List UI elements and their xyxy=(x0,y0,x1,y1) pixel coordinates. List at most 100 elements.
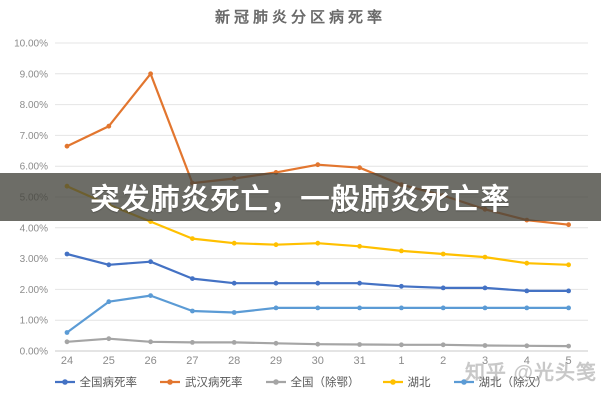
data-point-s4 xyxy=(482,305,488,311)
y-tick-label: 6.00% xyxy=(20,162,48,173)
data-point-s4 xyxy=(399,305,404,311)
legend-item-0: 全国病死率 xyxy=(54,374,138,390)
data-point-s2 xyxy=(231,340,237,345)
data-point-s2 xyxy=(524,343,530,349)
data-point-s2 xyxy=(273,340,279,346)
data-point-s4 xyxy=(273,305,279,311)
legend-marker-dot xyxy=(272,379,279,385)
y-tick-label: 8.00% xyxy=(20,100,48,111)
data-point-s0 xyxy=(231,280,237,286)
legend-label: 湖北（除汉） xyxy=(478,377,548,389)
x-tick-label: 2 xyxy=(440,355,446,367)
data-point-s2 xyxy=(106,336,112,342)
data-point-s3 xyxy=(357,243,362,249)
data-point-s0 xyxy=(64,251,70,257)
legend-marker-icon xyxy=(160,379,180,385)
data-point-s3 xyxy=(315,240,321,246)
legend-label: 全国病死率 xyxy=(79,377,138,389)
data-point-s1 xyxy=(64,143,70,149)
data-point-s4 xyxy=(106,299,112,305)
data-point-s3 xyxy=(440,251,446,257)
data-point-s0 xyxy=(399,283,404,289)
x-tick-label: 1 xyxy=(398,355,404,367)
y-tick-label: 4.00% xyxy=(20,223,48,234)
legend-marker-icon xyxy=(453,379,474,385)
data-point-s0 xyxy=(524,288,530,294)
data-point-s4 xyxy=(524,305,530,311)
legend-label: 湖北 xyxy=(407,377,431,389)
legend-item-2: 全国（除鄂） xyxy=(265,374,360,390)
y-tick-label: 0.00% xyxy=(20,347,48,358)
data-point-s1 xyxy=(148,71,154,77)
data-point-s3 xyxy=(524,260,530,266)
data-point-s1 xyxy=(566,222,571,228)
x-tick-label: 3 xyxy=(482,355,488,367)
data-point-s2 xyxy=(64,339,70,345)
y-tick-label: 7.00% xyxy=(20,131,48,142)
data-point-s3 xyxy=(231,240,237,246)
chart-legend: 全国病死率 武汉病死率 全国（除鄂） 湖北 湖北（除汉） xyxy=(0,374,601,390)
data-point-s2 xyxy=(148,339,154,345)
data-point-s0 xyxy=(566,288,571,294)
data-point-s4 xyxy=(231,310,237,315)
data-point-s0 xyxy=(148,259,154,265)
data-point-s4 xyxy=(148,293,154,298)
x-tick-label: 29 xyxy=(270,355,282,367)
data-point-s1 xyxy=(315,162,321,168)
legend-marker-dot xyxy=(389,379,396,385)
y-tick-label: 9.00% xyxy=(20,69,48,80)
data-point-s4 xyxy=(566,305,571,311)
legend-marker-icon xyxy=(265,379,286,385)
data-point-s2 xyxy=(399,342,404,348)
data-point-s4 xyxy=(64,330,70,335)
legend-marker-dot xyxy=(61,379,68,385)
data-point-s3 xyxy=(566,262,571,268)
data-point-s3 xyxy=(190,236,195,242)
chart-title: 新冠肺炎分区病死率 xyxy=(214,9,386,26)
headline-overlay-band: 突发肺炎死亡，一般肺炎死亡率 xyxy=(0,173,601,221)
data-point-s2 xyxy=(357,342,362,347)
data-point-s0 xyxy=(482,285,488,291)
x-tick-label: 24 xyxy=(61,355,73,367)
x-tick-label: 27 xyxy=(186,355,198,367)
x-tick-label: 5 xyxy=(566,355,572,367)
x-tick-label: 31 xyxy=(353,355,365,367)
data-point-s0 xyxy=(440,285,446,291)
data-point-s0 xyxy=(357,280,362,286)
x-tick-label: 4 xyxy=(524,355,530,367)
legend-marker-dot xyxy=(460,379,467,385)
legend-item-3: 湖北 xyxy=(382,374,431,390)
headline-text: 突发肺炎死亡，一般肺炎死亡率 xyxy=(90,184,511,216)
data-point-s0 xyxy=(273,280,279,286)
data-point-s3 xyxy=(273,242,279,248)
data-point-s4 xyxy=(315,305,321,311)
legend-label: 全国（除鄂） xyxy=(290,377,360,389)
legend-marker-dot xyxy=(167,379,173,385)
data-point-s1 xyxy=(106,123,112,129)
y-tick-label: 10.00% xyxy=(14,39,48,50)
legend-label: 武汉病死率 xyxy=(185,377,243,389)
y-tick-label: 2.00% xyxy=(20,285,48,296)
legend-marker-icon xyxy=(54,379,75,385)
data-point-s1 xyxy=(357,165,362,171)
y-tick-label: 1.00% xyxy=(20,316,48,327)
data-point-s0 xyxy=(315,280,321,286)
data-point-s2 xyxy=(315,341,321,347)
data-point-s3 xyxy=(482,254,488,260)
series-line-4 xyxy=(65,294,570,334)
legend-item-1: 武汉病死率 xyxy=(159,374,243,390)
legend-marker-icon xyxy=(382,379,403,385)
x-tick-label: 25 xyxy=(103,355,115,367)
data-point-s0 xyxy=(106,262,112,268)
data-point-s4 xyxy=(440,305,446,311)
data-point-s0 xyxy=(190,276,195,281)
data-point-s4 xyxy=(190,308,195,314)
data-point-s4 xyxy=(357,305,362,311)
data-point-s2 xyxy=(566,343,571,349)
data-point-s2 xyxy=(482,343,488,348)
x-tick-label: 28 xyxy=(228,355,240,367)
legend-item-4: 湖北（除汉） xyxy=(453,374,548,390)
data-point-s2 xyxy=(440,342,446,348)
x-tick-label: 30 xyxy=(312,355,324,367)
